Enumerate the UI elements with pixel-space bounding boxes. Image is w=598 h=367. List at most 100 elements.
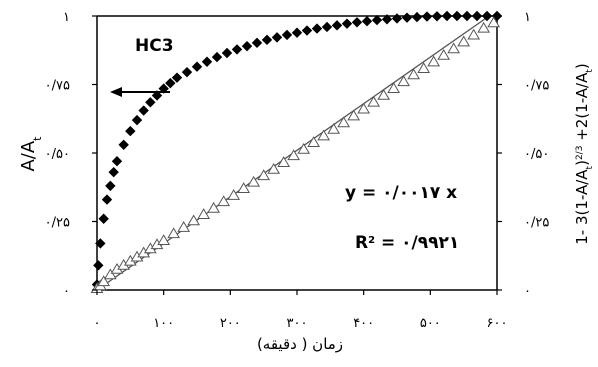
y-tick-label-left: ۰ [63, 284, 70, 299]
y-tick-label-right: ۰/۲۵ [524, 216, 549, 231]
r-squared: R2 = ۰/۹۹۲۱ [355, 233, 459, 253]
diamond-point [381, 14, 393, 25]
triangle-point [97, 275, 111, 287]
triangle-point [247, 175, 261, 187]
diamond-point [291, 27, 303, 38]
y-tick-label-left: ۱ [63, 10, 70, 25]
diamond-point [101, 194, 113, 205]
diamond-point [391, 13, 403, 24]
triangle-point [447, 42, 461, 54]
triangle-point [287, 149, 301, 161]
diamond-point [311, 23, 323, 34]
tick-layer: ۰ ۱۰۰ ۲۰۰ ۳۰۰ ۴۰۰ ۵۰۰ ۶۰۰ ۰ ۰ ۰/۲۵ ۰/۲۵ ۰/۵۰ ۰/۵۰ ۰/۷… [45, 10, 550, 331]
triangle-point [103, 268, 117, 280]
diamond-point [171, 72, 183, 83]
triangle-point [157, 234, 171, 246]
data-markers [90, 10, 503, 293]
diamond-point [95, 238, 106, 249]
triangle-point [167, 227, 181, 239]
diamond-point [271, 32, 283, 43]
y-tick-label-right: ۰/۷۵ [524, 79, 549, 94]
diamond-point [221, 47, 233, 59]
diamond-point [261, 34, 273, 46]
x-tick-label: ۶۰۰ [487, 316, 508, 331]
diamond-point [131, 114, 143, 126]
diamond-point [93, 260, 104, 271]
left-axis-title: A/At [18, 136, 44, 172]
triangle-point [397, 75, 411, 87]
triangle-point [487, 16, 501, 28]
y-tick-label-left: ۰/۲۵ [45, 216, 70, 231]
diamond-point [281, 29, 293, 41]
triangle-point [197, 208, 211, 219]
y-tick-label-right: ۱ [524, 10, 531, 25]
diamond-point [108, 166, 119, 178]
triangle-point [317, 129, 331, 141]
triangle-point [177, 221, 191, 232]
triangle-point [357, 102, 371, 114]
diamond-point [151, 90, 163, 101]
triangle-point [217, 195, 231, 207]
diamond-point [481, 10, 493, 22]
diamond-point [241, 40, 253, 52]
diamond-point [191, 61, 203, 72]
triangle-point [207, 201, 221, 213]
y-tick-label-left: ۰/۵۰ [45, 147, 70, 162]
diamond-point [431, 11, 443, 22]
triangle-point [427, 55, 441, 67]
x-tick-label: ۳۰۰ [287, 316, 308, 331]
triangle-point [457, 35, 471, 47]
diamond-point [451, 10, 463, 22]
x-tick-label: ۲۰۰ [220, 316, 241, 331]
triangle-point [277, 156, 291, 167]
diamond-point [125, 125, 136, 137]
diamond-point [231, 44, 243, 55]
right-axis-title: 1- 3(1-A/At)2/3 +2(1-A/At) [573, 63, 595, 245]
diamond-point [201, 56, 213, 67]
diamond-point [421, 11, 433, 22]
diamond-point [351, 17, 363, 28]
diamond-point [471, 10, 483, 22]
triangle-point [187, 214, 201, 226]
left-axis-arrow [110, 87, 170, 97]
triangle-point [267, 162, 281, 174]
triangle-point [407, 68, 421, 80]
diamond-point [331, 20, 343, 31]
triangle-point [337, 116, 351, 128]
triangle-point [437, 48, 451, 60]
x-axis-title: زمان ( دقیقه) [257, 335, 343, 353]
x-tick-label: ۰ [94, 316, 101, 331]
triangle-point [257, 169, 271, 181]
triangle-point [307, 136, 321, 147]
diamond-point [138, 105, 149, 116]
triangle-point [327, 122, 341, 134]
diamond-point [411, 11, 423, 23]
x-tick-label: ۱۰۰ [153, 316, 174, 331]
y-tick-label-left: ۰/۷۵ [45, 79, 70, 94]
diamond-point [341, 18, 353, 29]
diamond-point [105, 180, 116, 192]
diamond-point [145, 97, 156, 108]
diamond-point [301, 25, 313, 36]
x-tick-label: ۴۰۰ [353, 316, 374, 331]
triangle-point [297, 142, 311, 154]
triangle-point [367, 95, 381, 107]
triangle-point [237, 182, 251, 193]
diamond-point [181, 66, 193, 78]
y-tick-label-right: ۰ [524, 284, 531, 299]
triangle-point [347, 109, 361, 121]
diamond-point [461, 10, 473, 22]
diamond-point [401, 12, 413, 23]
diamond-point [118, 139, 129, 150]
x-tick-label: ۵۰۰ [420, 316, 441, 331]
diamond-point [165, 77, 176, 89]
diamond-point [371, 14, 383, 26]
diamond-point [111, 156, 123, 167]
triangle-point [477, 21, 491, 33]
diamond-point [441, 10, 453, 22]
series-label: HC3 [135, 36, 174, 56]
triangle-point [467, 28, 481, 40]
diamond-point [251, 37, 263, 49]
diamond-point [98, 213, 109, 224]
